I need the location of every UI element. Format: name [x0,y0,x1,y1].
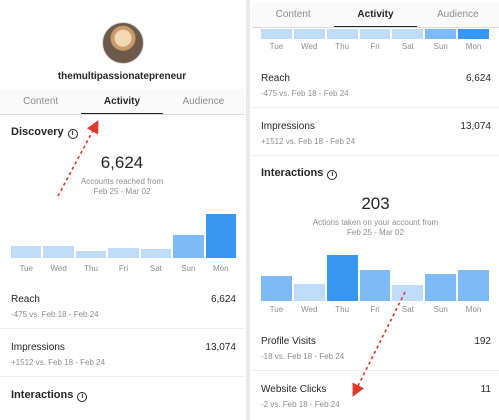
tab-activity[interactable]: Activity [334,2,417,27]
info-icon[interactable]: i [67,129,78,139]
bar-fri[interactable] [108,248,139,258]
day-label: Mon [465,305,482,314]
left-screen: themultipassionatepreneur Content Activi… [0,0,244,420]
discovery-bar-chart [11,214,236,258]
day-label: Sat [401,305,414,314]
tab-content[interactable]: Content [23,96,59,107]
bar-sat[interactable] [140,249,172,258]
day-label: Thu [84,264,98,273]
impressions-value: 13,074 [205,342,236,353]
profile-visits-comparison: -18 vs. Feb 18 - Feb 24 [261,352,345,361]
interactions-title-text: Interactions [11,389,74,401]
username: themultipassionatepreneur [57,71,187,82]
bar-sun[interactable] [173,235,204,258]
discovery-title: Discovery i [11,126,78,139]
discovery-title-text: Discovery [11,126,64,138]
impressions-value: 13,074 [460,121,491,132]
website-clicks-comparison: -2 vs. Feb 18 - Feb 24 [261,400,340,409]
day-label: Fri [370,305,380,314]
accounts-reached-number: 6,624 [100,153,144,172]
bar-tue[interactable] [261,276,292,301]
day-label: Thu [335,305,350,314]
tab-activity[interactable]: Activity [81,89,163,114]
day-label: Tue [269,305,284,314]
bar-sat[interactable] [392,285,424,301]
avatar[interactable] [102,22,144,64]
interactions-title: Interactions i [11,389,88,402]
divider [252,107,499,108]
actions-caption: Actions taken on your account from [312,218,439,227]
bar [425,29,457,39]
reach-comparison: -475 vs. Feb 18 - Feb 24 [261,89,349,98]
day-label: Thu [335,42,350,51]
accounts-reached-caption: Accounts reached from [80,177,164,186]
right-screen: Content Activity Audience Tue Wed Thu Fr… [252,0,499,420]
day-label: Wed [301,305,318,314]
day-label: Fri [118,264,129,273]
bar-fri[interactable] [359,270,391,301]
day-label: Sun [433,42,448,51]
website-clicks-value: 11 [480,384,491,395]
interactions-title-text: Interactions [261,167,324,179]
reach-comparison: -475 vs. Feb 18 - Feb 24 [11,310,99,319]
discovery-day-labels: Tue Wed Thu Fri Sat Sun Mon [11,264,236,273]
interactions-bar-chart [261,255,490,301]
reach-label: Reach [261,73,290,84]
actions-number: 203 [361,194,390,213]
bar-thu[interactable] [75,251,107,258]
bar-wed[interactable] [293,284,325,301]
tab-bar: Content Activity Audience [0,89,244,115]
reach-value: 6,624 [210,294,236,305]
bar [261,29,292,39]
divider [0,376,244,377]
accounts-reached-range: Feb 25 - Mar 02 [93,187,151,196]
actions-range: Feb 25 - Mar 02 [347,228,404,237]
info-icon[interactable]: i [327,170,338,180]
bar-thu[interactable] [326,255,358,301]
tab-audience[interactable]: Audience [182,96,225,107]
discovery-bar-chart-partial [261,29,490,39]
day-label: Sun [181,264,196,273]
impressions-comparison: +1512 vs. Feb 18 - Feb 24 [11,358,106,367]
day-label: Wed [50,264,67,273]
divider [252,370,499,371]
interactions-title: Interactions i [261,167,338,180]
profile-visits-value: 192 [474,336,491,347]
day-label: Tue [19,264,33,273]
bar [392,29,424,39]
website-clicks-label: Website Clicks [261,384,327,395]
bar [326,29,358,39]
tab-audience[interactable]: Audience [436,9,479,20]
bar-sun[interactable] [425,274,457,301]
day-label: Fri [370,42,380,51]
bar-mon[interactable] [458,270,490,301]
tab-content[interactable]: Content [275,9,311,20]
divider [252,155,499,156]
day-label: Mon [212,264,229,273]
day-label: Wed [301,42,318,51]
day-label: Tue [269,42,284,51]
impressions-comparison: +1512 vs. Feb 18 - Feb 24 [261,137,356,146]
impressions-label: Impressions [11,342,65,353]
impressions-label: Impressions [261,121,315,132]
bar-mon[interactable] [205,214,236,258]
interactions-day-labels: Tue Wed Thu Fri Sat Sun Mon [261,305,489,314]
bar [458,29,490,39]
reach-label: Reach [11,294,40,305]
bar [359,29,391,39]
bar-tue[interactable] [11,246,42,258]
day-label: Sat [401,42,414,51]
bar [293,29,325,39]
bar-wed[interactable] [43,246,74,258]
day-label: Sun [433,305,448,314]
screen-divider [246,0,250,420]
profile-visits-label: Profile Visits [261,336,316,347]
divider [0,328,244,329]
day-label: Sat [149,264,162,273]
discovery-day-labels: Tue Wed Thu Fri Sat Sun Mon [261,42,489,51]
tab-bar: Content Activity Audience [252,2,499,28]
day-label: Mon [465,42,482,51]
reach-value: 6,624 [465,73,491,84]
info-icon[interactable]: i [77,392,88,402]
